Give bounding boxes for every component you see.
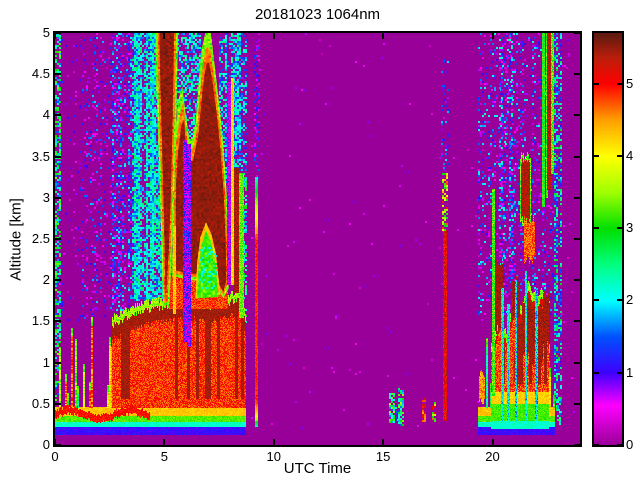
axis-tick xyxy=(163,439,166,445)
x-tick-label: 5 xyxy=(160,449,168,464)
y-tick-label: 2 xyxy=(42,272,50,288)
axis-tick xyxy=(594,371,599,374)
axis-tick xyxy=(382,439,385,445)
axis-tick xyxy=(617,371,622,374)
axis-tick xyxy=(272,439,275,445)
y-tick-label: 4.5 xyxy=(31,66,50,82)
y-tick-label: 1.5 xyxy=(31,313,50,329)
axis-tick xyxy=(574,155,580,158)
axis-tick xyxy=(617,154,622,157)
colorbar-tick-label: 3 xyxy=(626,220,634,236)
axis-tick xyxy=(617,299,622,302)
axis-tick xyxy=(594,154,599,157)
axis-tick xyxy=(55,279,61,282)
axis-tick xyxy=(574,320,580,323)
y-tick-label: 0 xyxy=(42,437,50,452)
axis-tick xyxy=(617,227,622,230)
axis-tick xyxy=(55,320,61,323)
axis-tick xyxy=(55,114,61,117)
axis-tick xyxy=(574,238,580,240)
x-tick-label: 20 xyxy=(485,449,500,464)
axis-tick xyxy=(594,299,599,302)
x-tick-label: 15 xyxy=(375,449,391,464)
axis-tick xyxy=(491,439,494,445)
heatmap-plot-area xyxy=(53,31,582,447)
axis-tick xyxy=(594,227,599,230)
colorbar-tick-label: 1 xyxy=(626,364,634,380)
axis-tick xyxy=(54,33,56,39)
x-tick-label: 10 xyxy=(266,449,281,464)
heatmap-canvas xyxy=(55,33,580,445)
y-tick-label: 5 xyxy=(42,25,50,40)
y-tick-label: 4 xyxy=(42,107,50,123)
axis-tick xyxy=(617,444,622,446)
chart-title: 20181023 1064nm xyxy=(254,6,381,23)
colorbar-tick-label: 4 xyxy=(626,147,634,163)
axis-tick xyxy=(574,73,580,76)
axis-tick xyxy=(163,33,166,39)
axis-tick xyxy=(55,73,61,76)
x-axis-label: UTC Time xyxy=(283,460,352,477)
colorbar-tick-label: 5 xyxy=(626,75,634,91)
axis-tick xyxy=(55,238,61,240)
colorbar xyxy=(592,31,624,447)
axis-tick xyxy=(55,196,61,199)
axis-tick xyxy=(574,402,580,405)
colorbar-tick-label: 2 xyxy=(626,292,634,308)
axis-tick xyxy=(574,279,580,282)
axis-tick xyxy=(574,32,580,34)
colorbar-tick-label: 0 xyxy=(626,437,634,452)
axis-tick xyxy=(54,439,56,445)
y-tick-label: 0.5 xyxy=(31,395,50,411)
axis-tick xyxy=(55,402,61,405)
axis-tick xyxy=(574,444,580,446)
axis-tick xyxy=(574,114,580,117)
axis-tick xyxy=(55,361,61,364)
y-tick-label: 3.5 xyxy=(31,148,50,164)
axis-tick xyxy=(55,32,61,34)
axis-tick xyxy=(594,444,599,446)
axis-tick xyxy=(272,33,275,39)
axis-tick xyxy=(594,82,599,85)
axis-tick xyxy=(382,33,385,39)
y-tick-label: 1 xyxy=(42,354,50,370)
y-tick-label: 3 xyxy=(42,189,50,205)
axis-tick xyxy=(55,444,61,446)
axis-tick xyxy=(574,361,580,364)
axis-tick xyxy=(574,196,580,199)
colorbar-canvas xyxy=(594,33,622,445)
x-tick-label: 0 xyxy=(51,449,59,464)
axis-tick xyxy=(55,155,61,158)
axis-tick xyxy=(617,82,622,85)
axis-tick xyxy=(491,33,494,39)
y-tick-label: 2.5 xyxy=(31,231,50,246)
